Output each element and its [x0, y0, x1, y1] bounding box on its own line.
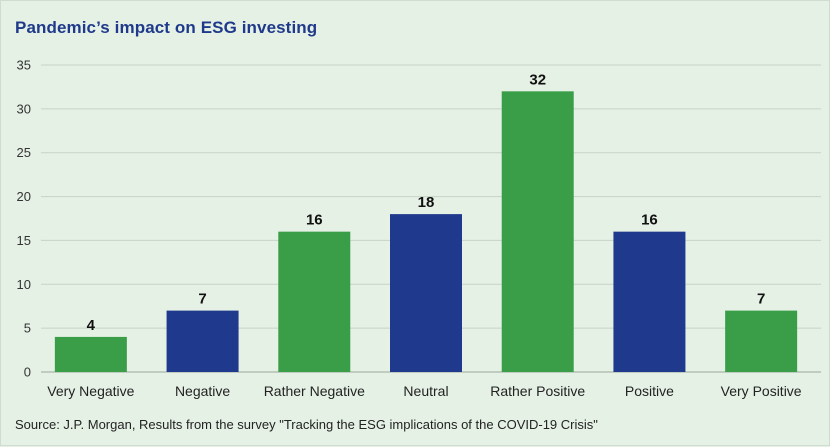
y-tick-label: 30: [17, 101, 31, 116]
y-tick-label: 35: [17, 58, 31, 73]
x-tick-label: Neutral: [403, 383, 448, 399]
data-label: 4: [87, 317, 96, 334]
x-axis: Very Negative Negative Rather Negative Neut…: [47, 383, 802, 399]
x-tick-label: Positive: [625, 383, 674, 399]
y-tick-label: 10: [17, 277, 31, 292]
x-tick-label: Very Positive: [721, 383, 802, 399]
data-label: 7: [198, 291, 206, 308]
x-tick-label: Rather Positive: [490, 383, 585, 399]
bar: [390, 214, 462, 372]
bar: [725, 310, 798, 372]
bar: [501, 91, 574, 373]
y-tick-label: 5: [24, 321, 31, 336]
y-tick-label: 20: [17, 189, 31, 204]
y-tick-label: 0: [24, 365, 31, 380]
data-label: 16: [306, 212, 323, 229]
bar: [278, 231, 351, 372]
bars: [54, 91, 798, 373]
x-tick-label: Negative: [175, 383, 230, 399]
data-label: 18: [418, 194, 435, 211]
y-tick-label: 25: [17, 145, 31, 160]
bar: [613, 231, 686, 372]
y-tick-label: 15: [17, 233, 31, 248]
data-label: 16: [641, 212, 658, 229]
x-tick-label: Rather Negative: [264, 383, 365, 399]
x-tick-label: Very Negative: [47, 383, 134, 399]
source-note: Source: J.P. Morgan, Results from the su…: [15, 417, 598, 432]
bar: [166, 310, 239, 372]
y-axis: 0 5 10 15 20 25 30 35: [17, 58, 31, 380]
chart-title: Pandemic’s impact on ESG investing: [15, 18, 318, 37]
data-labels: 4 7 16 18 32 16 7: [87, 71, 766, 334]
data-label: 32: [529, 71, 546, 88]
bar: [54, 336, 127, 372]
data-label: 7: [757, 291, 765, 308]
